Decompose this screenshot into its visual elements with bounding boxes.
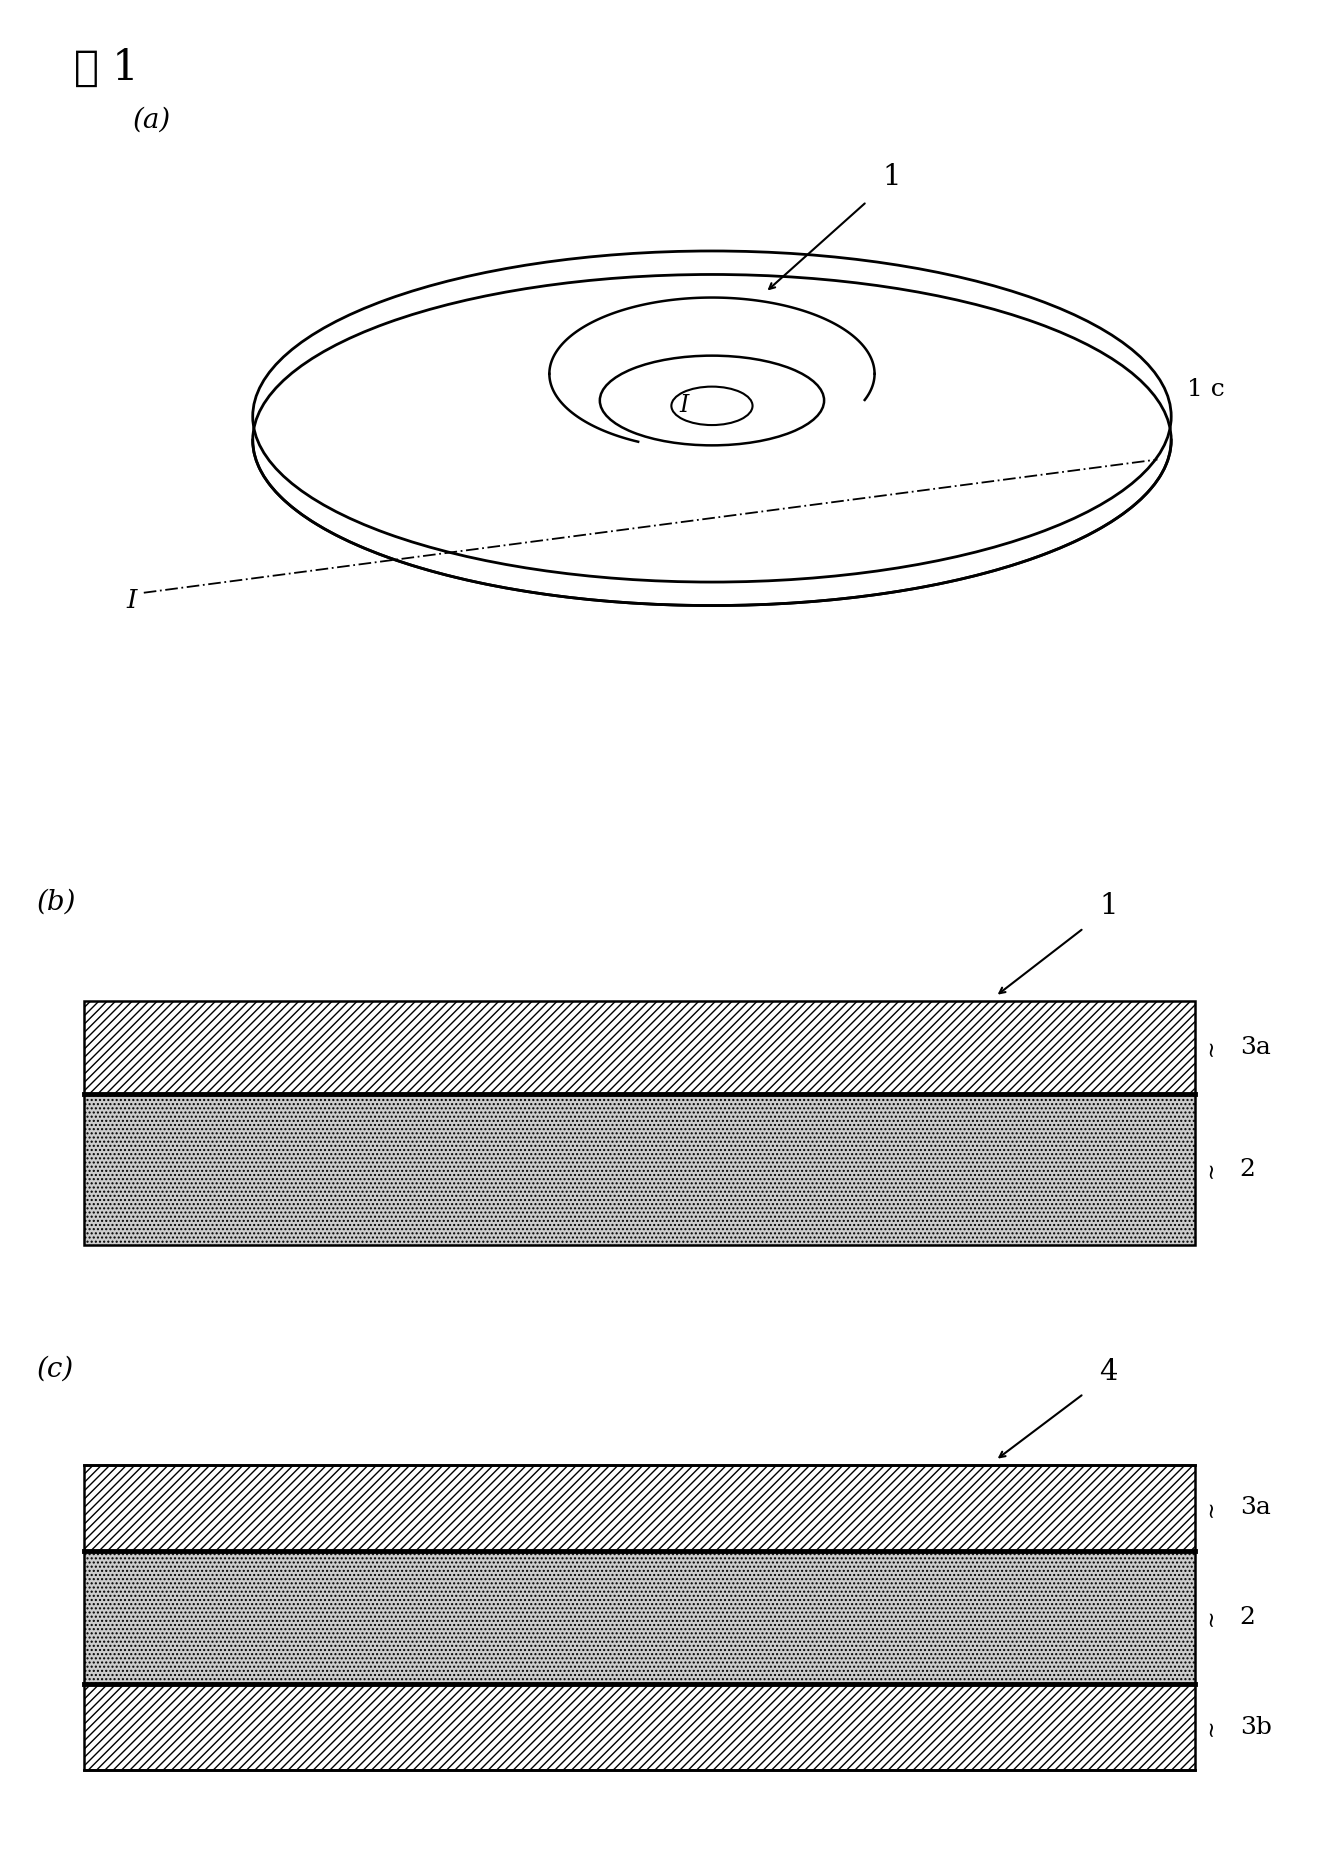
Bar bbox=[83, 1093, 1196, 1245]
Text: 4: 4 bbox=[1099, 1359, 1117, 1387]
Text: ∼: ∼ bbox=[1200, 1499, 1220, 1518]
Text: I: I bbox=[126, 587, 137, 613]
Text: ∼: ∼ bbox=[1200, 1039, 1220, 1056]
Ellipse shape bbox=[599, 355, 824, 445]
Bar bbox=[83, 1002, 1196, 1093]
Text: 2: 2 bbox=[1239, 1159, 1255, 1181]
Text: ∼: ∼ bbox=[1200, 1609, 1220, 1626]
Text: 3a: 3a bbox=[1239, 1497, 1270, 1519]
Text: 1: 1 bbox=[1099, 892, 1117, 920]
Text: (b): (b) bbox=[38, 890, 77, 916]
Text: 3b: 3b bbox=[1239, 1716, 1271, 1738]
Text: 1 c: 1 c bbox=[1187, 378, 1224, 402]
Text: 3a: 3a bbox=[1239, 1035, 1270, 1060]
Ellipse shape bbox=[253, 250, 1171, 581]
Text: (a): (a) bbox=[133, 107, 171, 135]
Text: (c): (c) bbox=[38, 1355, 74, 1383]
Text: I: I bbox=[679, 394, 688, 417]
Text: ∼: ∼ bbox=[1200, 1161, 1220, 1177]
Text: 図 1: 図 1 bbox=[74, 47, 138, 88]
Text: 2: 2 bbox=[1239, 1605, 1255, 1630]
Bar bbox=[83, 1684, 1196, 1770]
Text: ∼: ∼ bbox=[1200, 1718, 1220, 1736]
Bar bbox=[83, 1551, 1196, 1684]
Text: 1: 1 bbox=[883, 163, 902, 191]
Bar bbox=[83, 1465, 1196, 1551]
